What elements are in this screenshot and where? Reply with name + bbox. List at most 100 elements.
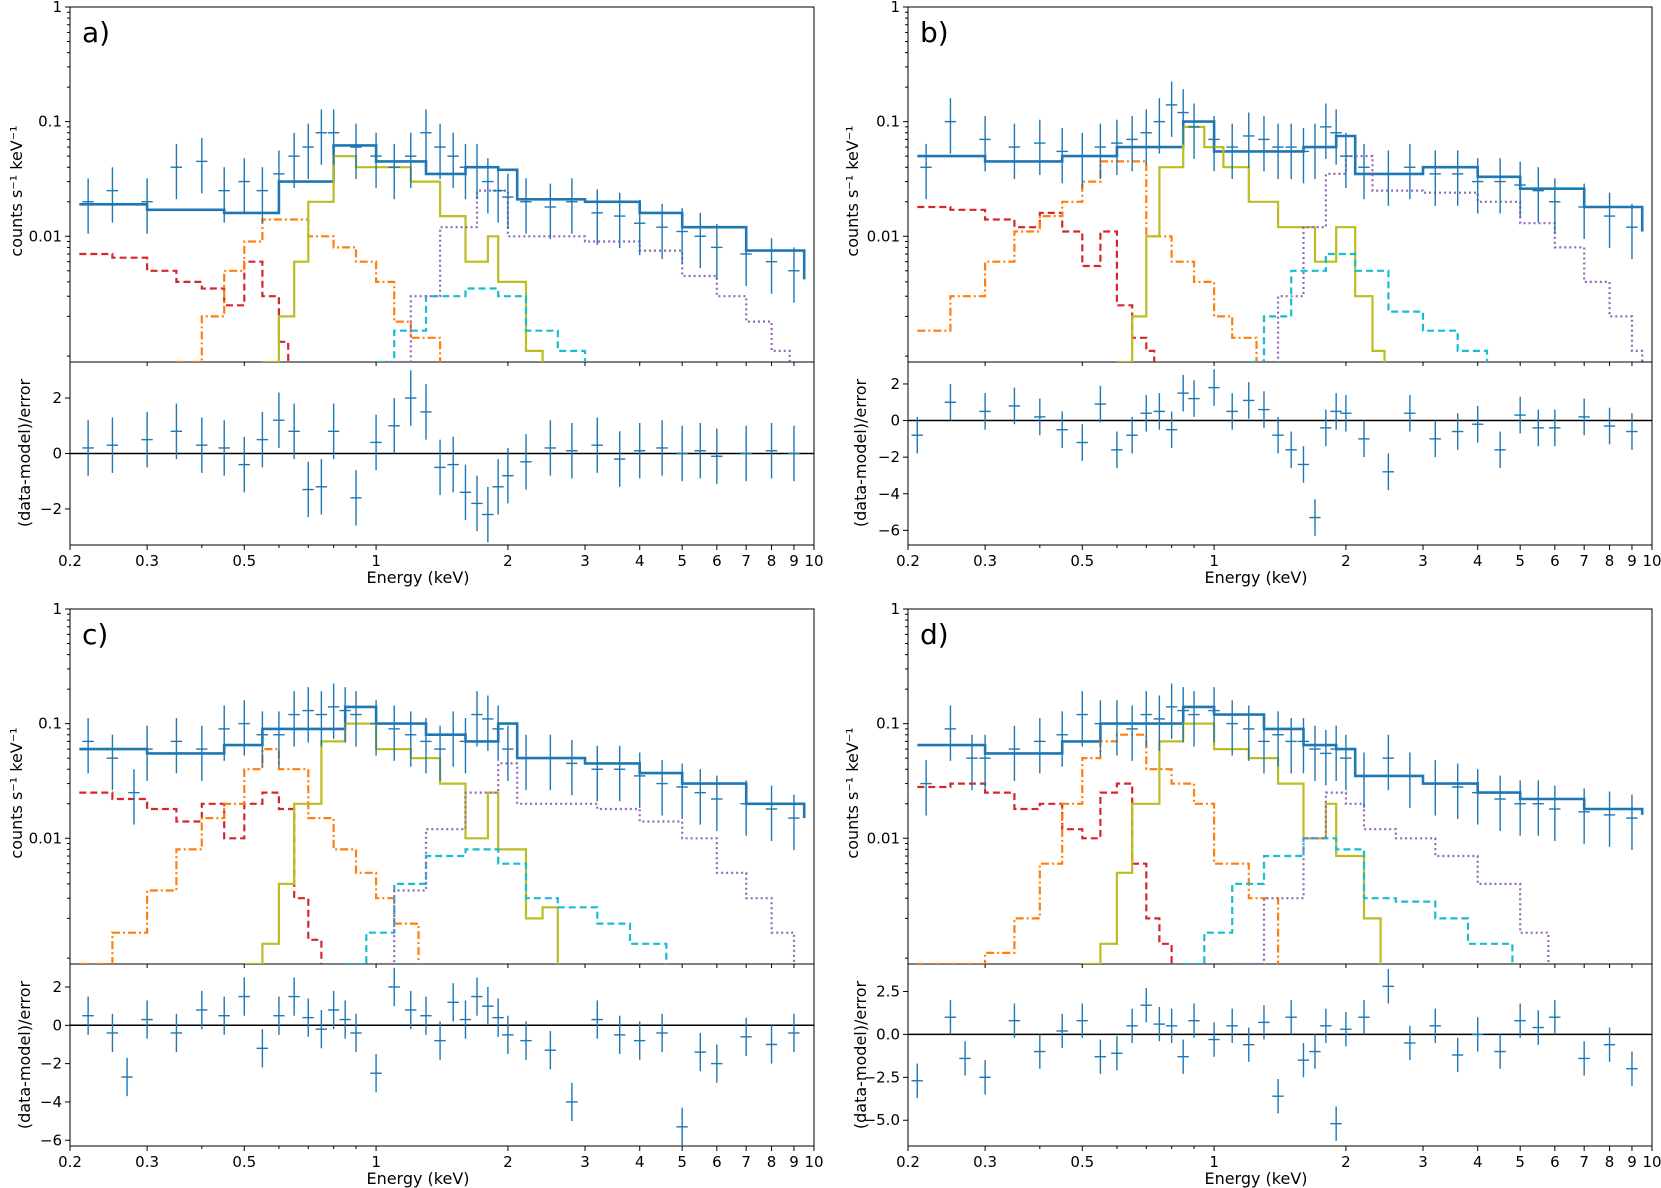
- x-tick-label-a: 3: [580, 552, 590, 570]
- panel-label-d: d): [920, 618, 949, 651]
- residual-point-c: [676, 1107, 688, 1146]
- residual-point-d: [959, 1041, 971, 1076]
- residual-point-c: [482, 986, 494, 1026]
- residual-frame-b: [907, 361, 1653, 546]
- data-point-d: [1165, 683, 1178, 739]
- data-point-c: [502, 725, 514, 782]
- residual-point-d: [1404, 1025, 1416, 1061]
- residual-point-a: [502, 447, 514, 504]
- model-line-dotted-purple-c: [376, 762, 796, 964]
- residual-point-a: [694, 423, 706, 479]
- residual-point-b: [1404, 394, 1416, 432]
- counts-axis-title-b: counts s⁻¹ keV⁻¹: [843, 125, 862, 256]
- residual-point-b: [1514, 396, 1526, 434]
- residual-point-d: [1258, 1005, 1270, 1040]
- data-point-a: [288, 132, 300, 189]
- residual-point-b: [1126, 416, 1138, 454]
- x-axis-title-a: Energy (keV): [366, 568, 469, 587]
- x-tick-label-b: 4: [1473, 552, 1483, 570]
- residual-point-a: [633, 423, 646, 479]
- data-point-d: [1358, 752, 1370, 808]
- data-point-a: [404, 132, 417, 189]
- residual-point-a: [218, 420, 230, 476]
- residual-point-d: [1429, 1008, 1441, 1043]
- residual-point-a: [544, 420, 556, 476]
- x-tick-label-a: 6: [712, 552, 722, 570]
- res-tick-label-a: 0: [52, 445, 62, 463]
- residual-point-d: [1320, 1008, 1332, 1043]
- data-point-b: [1056, 127, 1068, 184]
- residual-point-c: [694, 1032, 706, 1072]
- data-point-d: [1226, 700, 1238, 756]
- residual-points-d: [911, 969, 1638, 1141]
- data-point-b: [1340, 132, 1352, 189]
- residual-point-d: [1514, 1003, 1526, 1038]
- residual-point-a: [447, 436, 459, 493]
- residual-point-c: [170, 1013, 183, 1053]
- res-tick-label-c: 0: [52, 1016, 62, 1034]
- data-point-d: [1514, 780, 1526, 836]
- data-point-a: [273, 150, 285, 206]
- residual-point-c: [315, 1009, 327, 1049]
- data-point-a: [459, 143, 472, 200]
- residual-point-d: [1603, 1027, 1616, 1062]
- residual-point-a: [315, 459, 327, 515]
- data-point-a: [302, 123, 314, 180]
- res-tick-label-d: −2.5: [864, 1068, 900, 1086]
- residual-point-a: [765, 423, 778, 479]
- data-point-a: [471, 143, 483, 200]
- residual-point-a: [492, 459, 504, 515]
- residual-point-a: [350, 470, 362, 526]
- panel-label-c: c): [82, 618, 108, 651]
- panel-label-a: a): [82, 16, 110, 49]
- data-point-a: [711, 223, 723, 280]
- x-tick-label-a: 0.2: [58, 552, 82, 570]
- data-point-a: [82, 178, 94, 234]
- res-tick-label-b: −2: [878, 448, 900, 466]
- data-point-d: [1578, 788, 1590, 844]
- residual-point-c: [218, 996, 230, 1035]
- residual-point-a: [238, 436, 250, 493]
- x-tick-label-c: 2: [503, 1153, 513, 1171]
- data-point-c: [141, 725, 153, 782]
- data-point-d: [1056, 711, 1068, 767]
- data-point-d: [1382, 734, 1394, 791]
- residual-point-d: [1177, 1039, 1189, 1074]
- residual-point-d: [1382, 969, 1394, 1004]
- res-tick-label-d: 0.0: [876, 1025, 900, 1043]
- x-tick-label-d: 5: [1515, 1153, 1525, 1171]
- data-point-c: [711, 775, 723, 831]
- residual-point-d: [1578, 1041, 1590, 1076]
- x-tick-label-b: 9: [1627, 552, 1637, 570]
- x-tick-label-c: 0.2: [58, 1153, 82, 1171]
- data-point-b: [1034, 119, 1046, 176]
- residual-point-d: [1165, 1008, 1178, 1043]
- residual-point-a: [106, 417, 119, 473]
- residual-point-d: [1094, 1039, 1107, 1074]
- data-point-b: [1208, 115, 1220, 172]
- data-point-b: [1140, 109, 1152, 165]
- x-tick-label-c: 3: [580, 1153, 590, 1171]
- data-point-d: [1285, 717, 1297, 774]
- data-point-d: [1188, 691, 1200, 747]
- residual-point-a: [256, 411, 269, 468]
- data-point-b: [1429, 150, 1441, 206]
- residual-point-b: [1603, 407, 1616, 445]
- x-tick-label-a: 4: [635, 552, 645, 570]
- residual-point-c: [544, 1031, 556, 1070]
- res-tick-label-a: 2: [52, 389, 62, 407]
- x-tick-label-b: 5: [1515, 552, 1525, 570]
- model-line-dash-dot-orange-c: [79, 748, 420, 964]
- data-point-b: [1404, 143, 1416, 200]
- data-point-c: [388, 705, 400, 761]
- data-point-a: [633, 199, 646, 256]
- residual-point-d: [1297, 1042, 1310, 1078]
- y-tick-label-d: 1: [890, 600, 900, 618]
- residual-point-d: [1272, 1079, 1284, 1114]
- residual-point-b: [1578, 398, 1590, 436]
- residual-point-b: [1320, 409, 1332, 447]
- res-tick-label-c: −2: [40, 1055, 62, 1073]
- x-tick-label-a: 5: [677, 552, 687, 570]
- data-point-a: [765, 238, 778, 294]
- y-tick-label-d: 0.01: [867, 829, 900, 847]
